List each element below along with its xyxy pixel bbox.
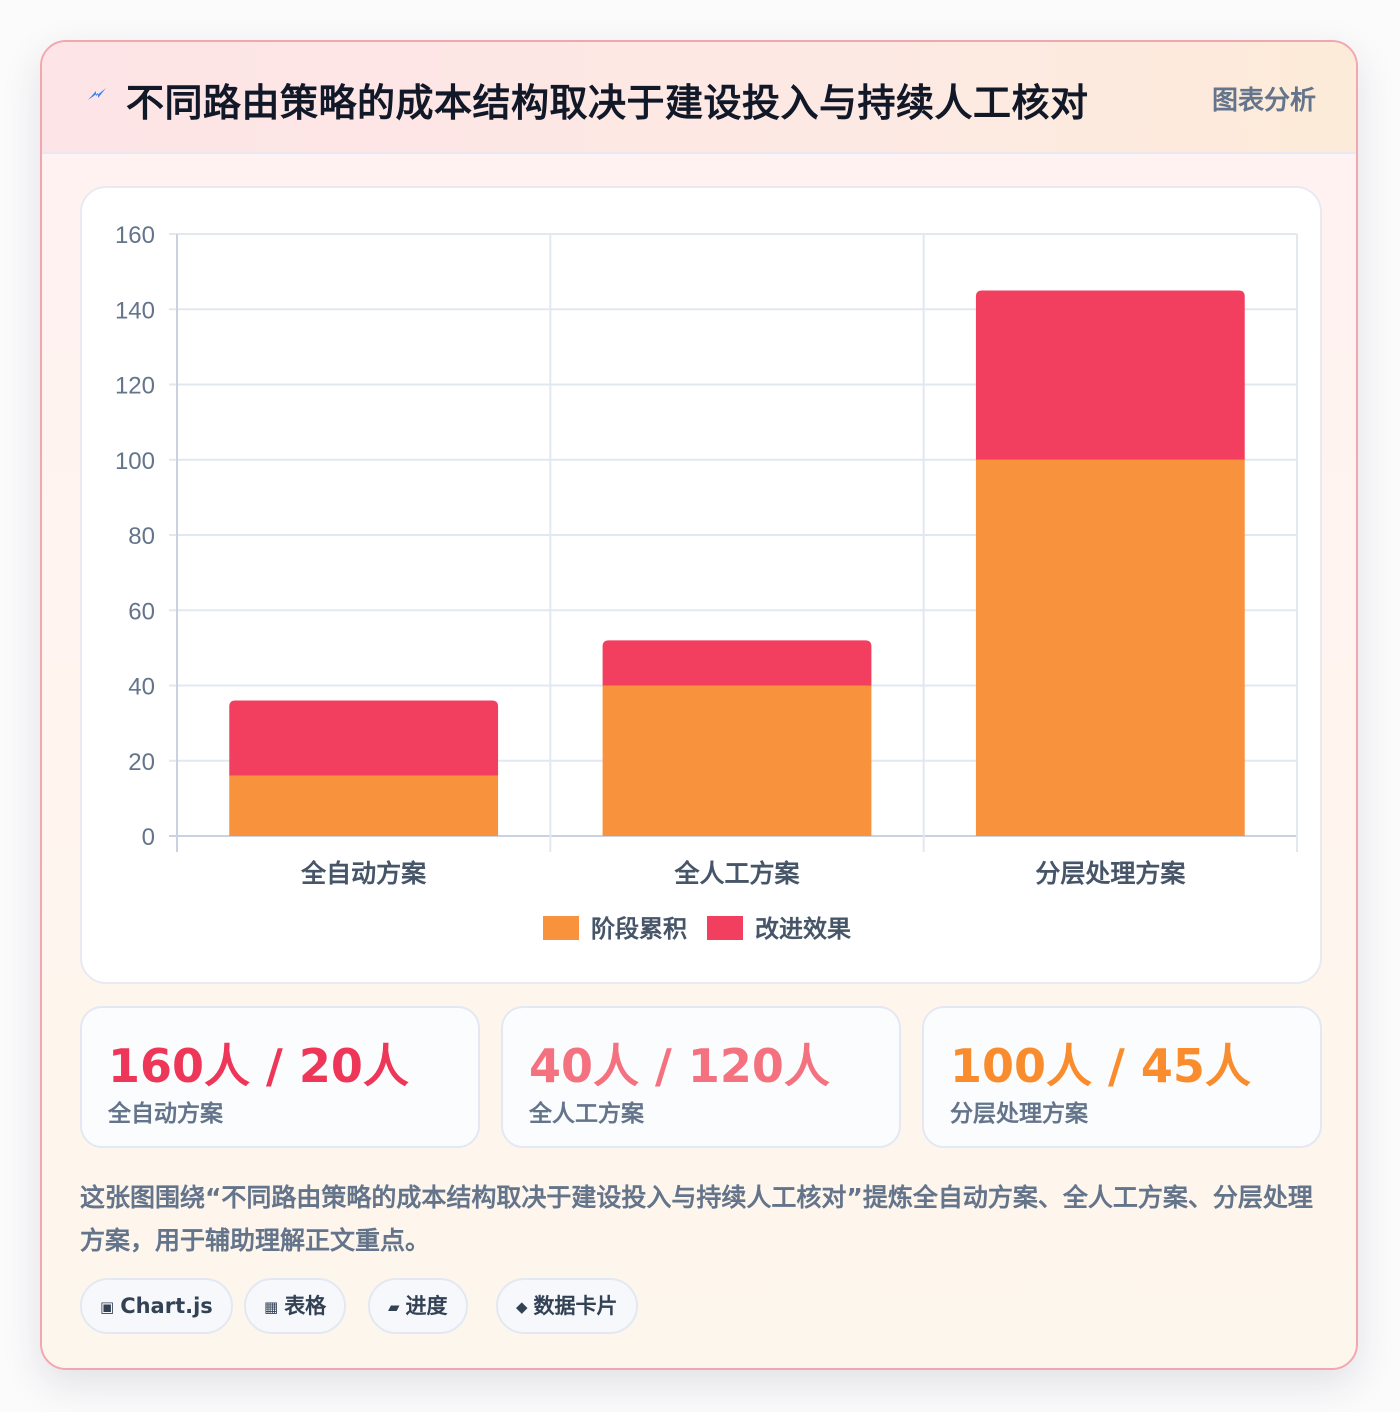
tag-label: Chart.js [120, 1294, 213, 1318]
y-tick-label: 140 [115, 297, 155, 324]
stat-value: 100人 / 45人 [950, 1039, 1251, 1093]
table-grid-icon: ▦ [264, 1298, 279, 1316]
progress-bar-icon: ▰ [388, 1298, 400, 1316]
chart-square-icon: ▣ [100, 1298, 115, 1316]
page-title: 不同路由策略的成本结构取决于建设投入与持续人工核对 [126, 81, 1089, 125]
stat-label: 全自动方案 [108, 1101, 223, 1127]
bar-segment-improvement [975, 290, 1245, 460]
tag-label: 表格 [284, 1294, 327, 1318]
legend-swatch [707, 916, 743, 940]
stat-card-tiered: 100人 / 45人 分层处理方案 [922, 1006, 1322, 1148]
x-tick-label: 全自动方案 [300, 859, 427, 888]
bar-segment-stage-cumulative [229, 775, 499, 836]
legend-label: 改进效果 [755, 915, 851, 943]
stat-value: 160人 / 20人 [108, 1039, 409, 1093]
chart-description: 这张图围绕“不同路由策略的成本结构取决于建设投入与持续人工核对”提炼全自动方案、… [80, 1183, 1313, 1255]
tag-chartjs[interactable]: ▣ Chart.js [80, 1278, 233, 1334]
legend-label: 阶段累积 [591, 915, 687, 943]
y-tick-label: 60 [128, 598, 155, 625]
tag-data-card[interactable]: ◆ 数据卡片 [496, 1278, 638, 1334]
bar-segment-improvement [602, 640, 872, 686]
bar-segment-improvement [229, 700, 499, 776]
stat-label: 分层处理方案 [950, 1101, 1088, 1127]
y-tick-label: 0 [142, 824, 155, 851]
bar-segment-stage-cumulative [602, 685, 872, 836]
tag-label: 数据卡片 [533, 1294, 618, 1318]
stacked-bar-chart: 0 20 40 60 80 100 120 140 160 全自动方案 全人工方案 分层处理方案阶段累… [115, 222, 1298, 943]
tag-table[interactable]: ▦ 表格 [244, 1278, 347, 1334]
chart-analysis-badge: 图表分析 [1211, 86, 1316, 116]
tag-progress[interactable]: ▰ 进度 [368, 1278, 468, 1334]
stat-card-full-auto: 160人 / 20人 全自动方案 [80, 1006, 480, 1148]
stat-card-full-manual: 40人 / 120人 全人工方案 [501, 1006, 901, 1148]
y-tick-label: 100 [115, 448, 155, 475]
y-tick-label: 80 [128, 523, 155, 550]
legend-swatch [543, 916, 579, 940]
lightning-icon [88, 88, 106, 100]
stat-value: 40人 / 120人 [529, 1039, 830, 1093]
diamond-icon: ◆ [516, 1298, 528, 1316]
chart-card: 不同路由策略的成本结构取决于建设投入与持续人工核对 图表分析 0 20 40 60 80… [40, 40, 1358, 1370]
card-header: 不同路由策略的成本结构取决于建设投入与持续人工核对 图表分析 [42, 42, 1356, 154]
stat-label: 全人工方案 [529, 1101, 644, 1127]
y-tick-label: 120 [115, 373, 155, 400]
tag-label: 进度 [405, 1294, 448, 1318]
x-tick-label: 分层处理方案 [1035, 859, 1186, 888]
y-tick-label: 160 [115, 222, 155, 249]
chart-panel: 0 20 40 60 80 100 120 140 160 全自动方案 全人工方案 分层处理方案阶段累… [80, 186, 1322, 984]
y-tick-label: 20 [128, 749, 155, 776]
bar-segment-stage-cumulative [975, 459, 1245, 836]
x-tick-label: 全人工方案 [673, 859, 800, 888]
y-tick-label: 40 [128, 674, 155, 701]
